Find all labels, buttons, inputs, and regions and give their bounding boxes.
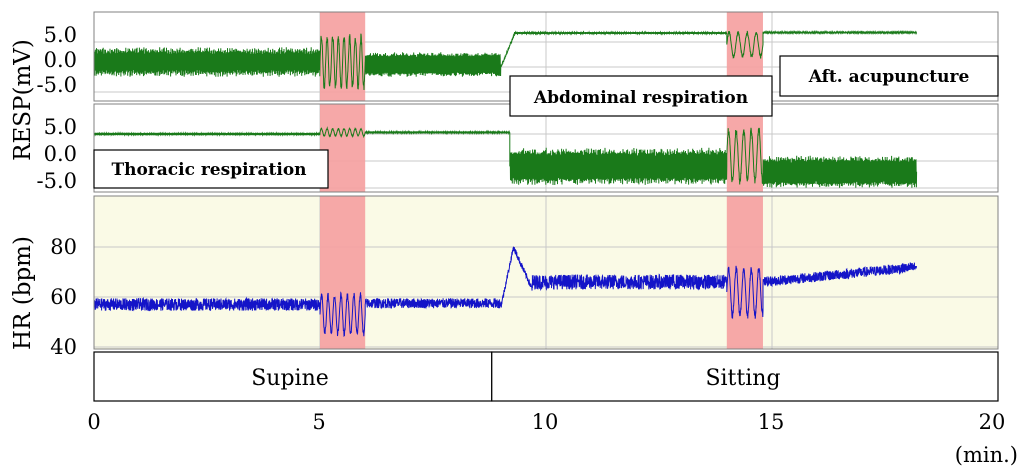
- x-axis-unit: (min.): [955, 443, 1018, 467]
- posture-sitting-label: Sitting: [705, 366, 780, 391]
- thoracic-annotation: Thoracic respiration: [111, 160, 306, 180]
- hr-tick-60: 60: [50, 285, 77, 309]
- acupuncture-annotation: Aft. acupuncture: [808, 67, 970, 87]
- posture-segment-1: [491, 351, 999, 402]
- hr-tick-40: 40: [50, 335, 77, 359]
- tho-tick-0: 0.0: [44, 142, 77, 166]
- hr-y-axis-label: HR (bpm): [10, 236, 36, 350]
- posture-supine-label: Supine: [251, 366, 329, 391]
- abdominal-annotation: Abdominal respiration: [533, 88, 748, 108]
- series-line-thoracic: [93, 126, 918, 188]
- x-tick-20: 20: [979, 410, 1006, 434]
- series-line-hr: [93, 246, 918, 337]
- abd-tick-neg5: -5.0: [37, 73, 78, 97]
- x-tick-0: 0: [87, 410, 100, 434]
- panel-frame-hr: [93, 195, 999, 350]
- abd-tick-0: 0.0: [44, 48, 77, 72]
- tho-tick-5: 5.0: [44, 115, 77, 139]
- resp-y-axis-label: RESP(mV): [10, 39, 36, 161]
- tho-tick-neg5: -5.0: [37, 169, 78, 193]
- x-tick-10: 10: [532, 410, 559, 434]
- x-tick-15: 15: [758, 410, 785, 434]
- x-tick-5: 5: [312, 410, 325, 434]
- thoracic-annotation-box: [93, 149, 329, 189]
- hr-tick-80: 80: [50, 235, 77, 259]
- abd-tick-5: 5.0: [44, 23, 77, 47]
- acupuncture-annotation-box: [779, 55, 999, 97]
- posture-segment-0: [93, 351, 493, 402]
- abdominal-annotation-box: [509, 75, 773, 117]
- series-line-abdominal: [93, 29, 918, 91]
